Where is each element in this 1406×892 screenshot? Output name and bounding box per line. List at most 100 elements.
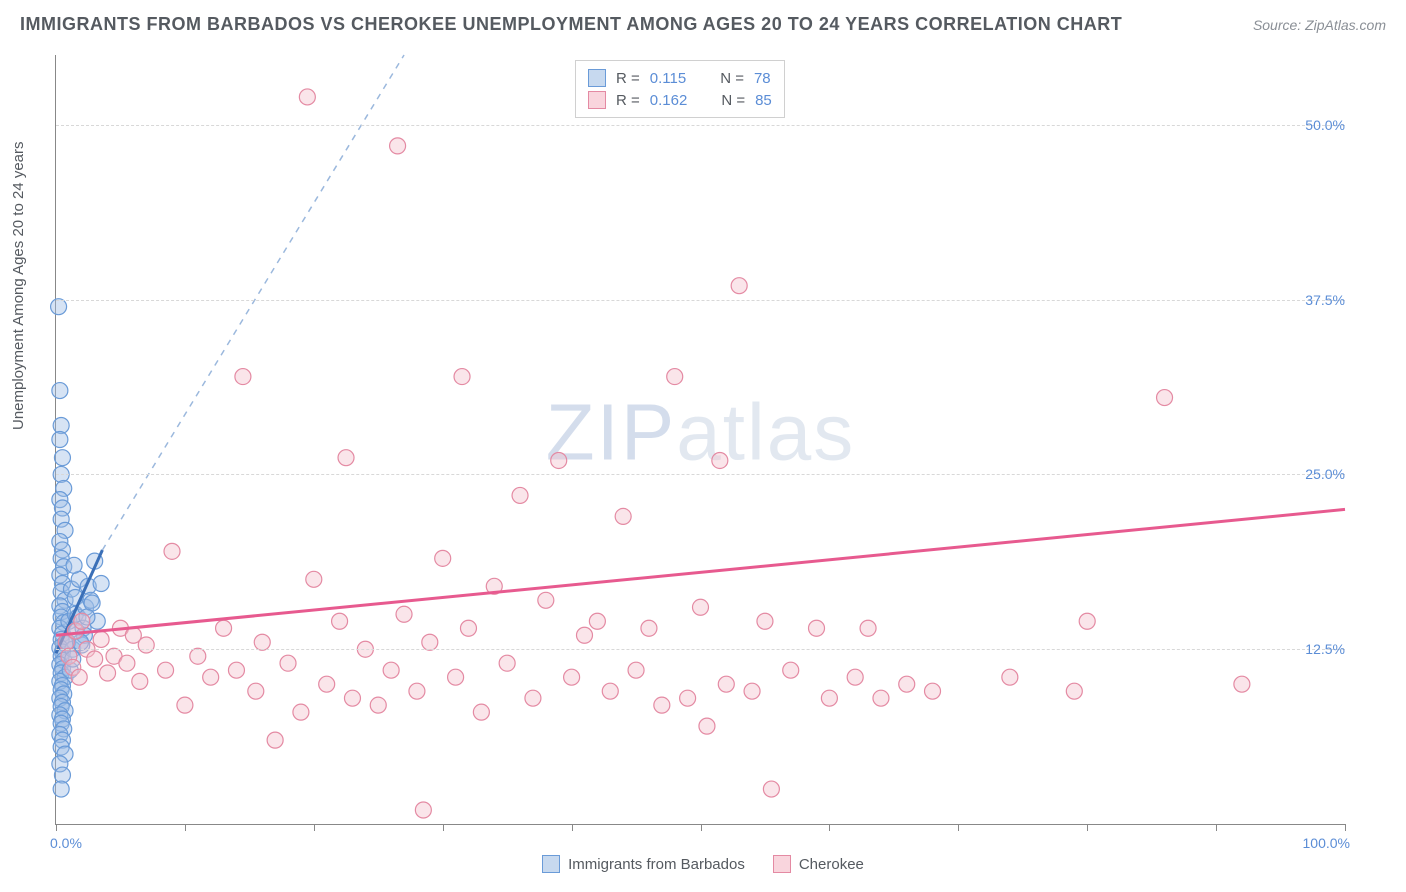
data-point: [499, 655, 515, 671]
x-tick-max: 100.0%: [1303, 835, 1350, 851]
n-label: N =: [721, 92, 745, 109]
legend-stats-row-pink: R = 0.162 N = 85: [588, 89, 772, 111]
data-point: [654, 697, 670, 713]
data-point: [344, 690, 360, 706]
data-point: [267, 732, 283, 748]
data-point: [370, 697, 386, 713]
gridline-h: [56, 300, 1345, 301]
x-tick-mark: [314, 824, 315, 831]
x-tick-mark: [443, 824, 444, 831]
data-point: [319, 676, 335, 692]
n-value-blue: 78: [754, 70, 771, 87]
data-point: [409, 683, 425, 699]
data-point: [74, 613, 90, 629]
data-point: [138, 637, 154, 653]
data-point: [667, 369, 683, 385]
data-point: [538, 592, 554, 608]
legend-stats-row-blue: R = 0.115 N = 78: [588, 67, 772, 89]
data-point: [564, 669, 580, 685]
data-point: [422, 634, 438, 650]
plot-svg: [56, 55, 1345, 824]
data-point: [925, 683, 941, 699]
r-label: R =: [616, 92, 640, 109]
data-point: [1234, 676, 1250, 692]
r-value-blue: 0.115: [650, 70, 686, 87]
data-point: [228, 662, 244, 678]
y-tick-label: 50.0%: [1285, 117, 1345, 133]
x-tick-mark: [958, 824, 959, 831]
data-point: [512, 487, 528, 503]
data-point: [87, 651, 103, 667]
data-point: [52, 383, 68, 399]
data-point: [602, 683, 618, 699]
data-point: [757, 613, 773, 629]
data-point: [293, 704, 309, 720]
data-point: [53, 781, 69, 797]
data-point: [132, 673, 148, 689]
y-axis-label: Unemployment Among Ages 20 to 24 years: [10, 141, 27, 430]
data-point: [338, 450, 354, 466]
legend-item-blue: Immigrants from Barbados: [542, 855, 745, 873]
n-label: N =: [720, 70, 744, 87]
y-tick-label: 12.5%: [1285, 641, 1345, 657]
data-point: [71, 669, 87, 685]
data-point: [190, 648, 206, 664]
data-point: [693, 599, 709, 615]
data-point: [731, 278, 747, 294]
data-point: [712, 452, 728, 468]
gridline-h: [56, 125, 1345, 126]
data-point: [615, 508, 631, 524]
data-point: [680, 690, 696, 706]
gridline-h: [56, 649, 1345, 650]
data-point: [119, 655, 135, 671]
y-tick-label: 25.0%: [1285, 466, 1345, 482]
x-tick-mark: [1087, 824, 1088, 831]
x-tick-mark: [1345, 824, 1346, 831]
data-point: [177, 697, 193, 713]
data-point: [873, 690, 889, 706]
swatch-pink-icon: [773, 855, 791, 873]
data-point: [847, 669, 863, 685]
data-point: [203, 669, 219, 685]
x-tick-mark: [1216, 824, 1217, 831]
r-label: R =: [616, 70, 640, 87]
data-point: [473, 704, 489, 720]
legend-item-pink: Cherokee: [773, 855, 864, 873]
y-tick-label: 37.5%: [1285, 292, 1345, 308]
legend-label-pink: Cherokee: [799, 856, 864, 873]
data-point: [809, 620, 825, 636]
data-point: [54, 450, 70, 466]
data-point: [860, 620, 876, 636]
data-point: [164, 543, 180, 559]
data-point: [454, 369, 470, 385]
data-point: [280, 655, 296, 671]
data-point: [1066, 683, 1082, 699]
trend-line-dashed: [102, 55, 404, 550]
data-point: [1002, 669, 1018, 685]
data-point: [435, 550, 451, 566]
data-point: [641, 620, 657, 636]
x-tick-mark: [572, 824, 573, 831]
x-tick-mark: [56, 824, 57, 831]
data-point: [448, 669, 464, 685]
data-point: [899, 676, 915, 692]
r-value-pink: 0.162: [650, 92, 688, 109]
scatter-plot: ZIPatlas 12.5%25.0%37.5%50.0%: [55, 55, 1345, 825]
data-point: [744, 683, 760, 699]
chart-title: IMMIGRANTS FROM BARBADOS VS CHEROKEE UNE…: [20, 14, 1122, 35]
data-point: [628, 662, 644, 678]
data-point: [821, 690, 837, 706]
data-point: [396, 606, 412, 622]
data-point: [415, 802, 431, 818]
trend-line: [56, 509, 1345, 635]
n-value-pink: 85: [755, 92, 772, 109]
data-point: [248, 683, 264, 699]
swatch-blue-icon: [542, 855, 560, 873]
x-tick-min: 0.0%: [50, 835, 82, 851]
legend-label-blue: Immigrants from Barbados: [568, 856, 745, 873]
gridline-h: [56, 474, 1345, 475]
data-point: [306, 571, 322, 587]
data-point: [525, 690, 541, 706]
x-tick-mark: [829, 824, 830, 831]
data-point: [783, 662, 799, 678]
